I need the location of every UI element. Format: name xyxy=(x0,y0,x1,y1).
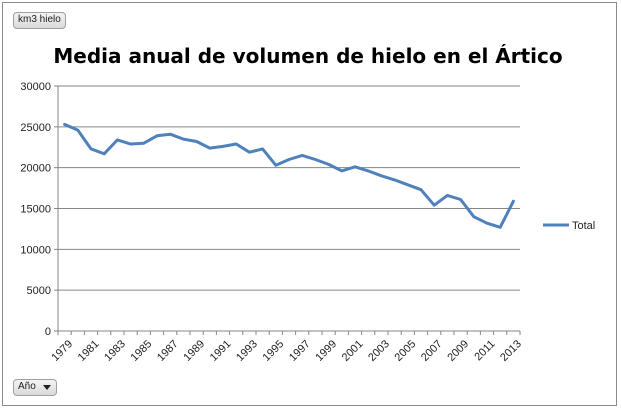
data-point xyxy=(446,194,449,197)
data-point xyxy=(155,134,159,138)
data-point xyxy=(235,142,238,146)
data-point xyxy=(129,142,132,146)
data-point xyxy=(208,146,211,150)
x-tick-label: 1997 xyxy=(287,338,313,364)
data-point xyxy=(314,158,317,161)
x-axis: 1979 1981 1983 1985 1987 1989 1991 1993 1995 1997… xyxy=(49,330,524,364)
x-tick-label: 1979 xyxy=(49,338,75,364)
data-point xyxy=(327,163,330,166)
y-tick-label: 30000 xyxy=(20,81,51,93)
data-point xyxy=(116,138,119,142)
x-tick-label: 1985 xyxy=(129,338,155,364)
data-point xyxy=(301,154,304,157)
data-point xyxy=(512,199,515,203)
x-tick-label: 1987 xyxy=(155,338,181,364)
chart-title: Media anual de volumen de hielo en el Ár… xyxy=(53,44,562,68)
data-point xyxy=(248,150,251,154)
x-tick-label: 1999 xyxy=(313,338,339,364)
x-tick-label: 1995 xyxy=(261,338,287,364)
x-tick-label: 2005 xyxy=(393,338,419,364)
x-tick-label: 2013 xyxy=(498,338,524,364)
y-tick-label: 15000 xyxy=(20,204,51,216)
data-point xyxy=(142,141,145,145)
data-point xyxy=(499,226,502,229)
x-tick-label: 1991 xyxy=(208,338,234,364)
x-tick-label: 2001 xyxy=(340,338,366,364)
gridlines xyxy=(58,85,520,291)
y-tick-label: 20000 xyxy=(20,163,51,175)
y-tick-label: 10000 xyxy=(20,244,51,256)
data-point xyxy=(433,204,436,207)
data-point xyxy=(340,169,343,173)
y-tick-label: 25000 xyxy=(20,122,51,134)
data-point xyxy=(195,140,198,143)
data-point xyxy=(393,178,396,182)
y-tick-label: 5000 xyxy=(27,285,51,297)
data-point xyxy=(485,222,489,225)
values-field-button[interactable]: km3 hielo xyxy=(13,12,66,29)
data-point xyxy=(472,215,475,218)
axis-field-dropdown[interactable]: Año xyxy=(13,379,57,396)
y-axis: 0 5000 10000 15000 20000 25000 30000 xyxy=(20,81,59,338)
x-tick-label: 2007 xyxy=(419,338,445,364)
data-point xyxy=(380,174,383,178)
data-point xyxy=(261,147,264,151)
data-point xyxy=(89,147,93,151)
data-point xyxy=(221,145,225,148)
x-tick-label: 2011 xyxy=(472,338,497,363)
data-point xyxy=(287,158,291,161)
legend: Total xyxy=(543,220,595,232)
data-point xyxy=(406,183,409,187)
chevron-down-icon xyxy=(43,385,51,390)
data-point xyxy=(169,132,172,136)
x-tick-label: 1993 xyxy=(234,338,260,364)
chart-frame xyxy=(2,2,617,406)
data-point xyxy=(103,152,106,155)
data-point xyxy=(419,188,423,191)
y-tick-label: 0 xyxy=(45,326,51,338)
x-tick-label: 1989 xyxy=(181,338,207,364)
x-tick-label: 1981 xyxy=(76,338,102,364)
data-point xyxy=(367,169,370,173)
x-tick-label: 2003 xyxy=(366,338,392,364)
data-point xyxy=(76,128,80,132)
x-tick-label: 1983 xyxy=(102,338,128,364)
data-point xyxy=(353,165,357,169)
data-point xyxy=(274,164,277,167)
axis-field-label: Año xyxy=(18,381,36,392)
series-line-total xyxy=(63,122,515,229)
data-point xyxy=(182,137,185,141)
x-tick-label: 2009 xyxy=(445,338,471,364)
series-group xyxy=(63,122,515,229)
data-point xyxy=(63,123,66,126)
data-point xyxy=(459,198,462,201)
legend-label-total: Total xyxy=(572,220,595,232)
